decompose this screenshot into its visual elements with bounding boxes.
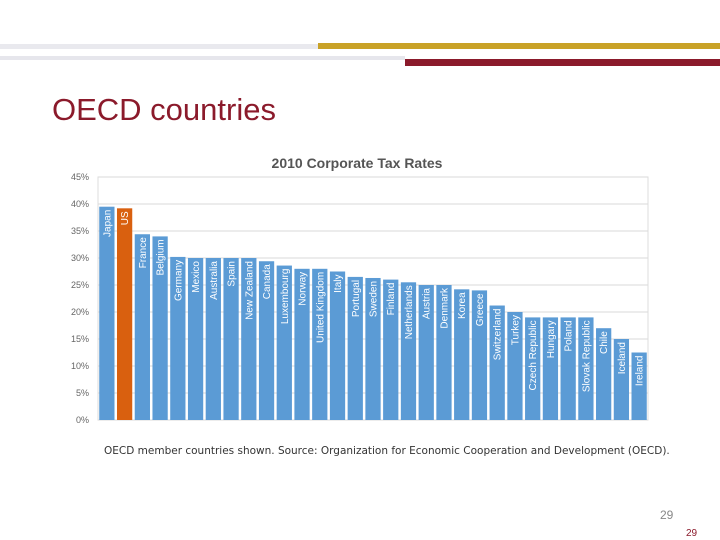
bar — [631, 352, 647, 420]
bar — [418, 285, 434, 420]
bar — [294, 268, 310, 420]
chart-title: 2010 Corporate Tax Rates — [272, 155, 443, 171]
slide-title: OECD countries — [52, 92, 276, 127]
bar-label: Iceland — [617, 342, 628, 374]
y-tick-label: 20% — [71, 307, 89, 317]
y-tick-label: 40% — [71, 199, 89, 209]
bar-label: Hungary — [546, 320, 557, 358]
bar-label: Slovak Republic — [581, 320, 592, 392]
bar — [525, 317, 541, 420]
bar-label: Norway — [298, 272, 309, 306]
bar-label: Turkey — [510, 315, 521, 345]
header-band-red — [405, 59, 720, 66]
bar-label: Portugal — [351, 280, 362, 317]
bar — [596, 328, 612, 420]
y-tick-label: 30% — [71, 253, 89, 263]
source-caption: OECD member countries shown. Source: Org… — [104, 445, 670, 457]
bar-label: Poland — [564, 320, 575, 351]
bar — [436, 285, 452, 420]
bar — [560, 317, 576, 420]
bar — [241, 258, 257, 420]
y-tick-label: 25% — [71, 280, 89, 290]
bar — [347, 276, 363, 420]
y-tick-label: 0% — [76, 415, 89, 425]
bar — [507, 312, 523, 420]
page-number: 29 — [660, 508, 674, 522]
bar — [276, 265, 292, 420]
y-axis-ticks: 45% 40% 35% 30% 25% 20% 15% 10% 5% 0% — [71, 172, 89, 425]
bar-label: Czech Republic — [528, 320, 539, 390]
bar-label: Greece — [475, 293, 486, 326]
page-number-footer: 29 — [686, 528, 698, 539]
bar — [116, 208, 133, 420]
bar — [400, 282, 417, 420]
bar-label: Spain — [227, 261, 238, 287]
bar-label: Germany — [173, 260, 184, 301]
header-band-grey-right — [0, 56, 405, 60]
bar — [613, 339, 630, 420]
bar-label: Sweden — [369, 281, 380, 317]
bar-label: US — [120, 211, 131, 225]
bar-label: Austria — [422, 288, 433, 320]
bar — [542, 317, 559, 420]
bar — [365, 277, 381, 420]
bar-label: Netherlands — [404, 285, 415, 339]
bar-label: Switzerland — [493, 309, 504, 361]
bar-label: United Kingdom — [315, 272, 326, 343]
bar — [223, 258, 239, 420]
bar-label: Belgium — [156, 239, 167, 275]
bar-label: Luxembourg — [280, 269, 291, 325]
y-tick-label: 45% — [71, 172, 89, 182]
bar-label: France — [138, 237, 149, 269]
header-band-gold — [318, 43, 720, 49]
bar — [489, 305, 505, 420]
bar — [99, 206, 115, 420]
y-tick-label: 10% — [71, 361, 89, 371]
bar-label: Finland — [386, 283, 397, 316]
bars — [99, 206, 647, 420]
bar-label: Australia — [209, 261, 220, 300]
y-tick-label: 35% — [71, 226, 89, 236]
bar-labels: Japan US France Belgium Germany Mexico Austral… — [102, 210, 645, 392]
bar — [152, 236, 168, 420]
bar-label: Ireland — [635, 356, 646, 387]
bar — [383, 279, 399, 420]
bar-label: Mexico — [191, 261, 202, 293]
bar-label: New Zealand — [244, 261, 255, 320]
bar — [205, 258, 221, 420]
bar-label: Japan — [102, 210, 113, 237]
bar-label: Chile — [599, 331, 610, 354]
bar-label: Canada — [262, 264, 273, 299]
y-tick-label: 15% — [71, 334, 89, 344]
bar-label: Korea — [457, 292, 468, 319]
bar — [329, 271, 346, 420]
y-tick-label: 5% — [76, 388, 89, 398]
bar — [312, 268, 328, 420]
header-band-grey-left — [0, 44, 318, 49]
bar — [170, 256, 186, 420]
bar-label: Italy — [333, 275, 344, 293]
bar — [471, 290, 488, 420]
bar — [578, 317, 594, 420]
bar — [134, 234, 150, 420]
bar — [258, 261, 275, 420]
bar-label: Denmark — [439, 287, 450, 329]
bar — [187, 258, 204, 420]
bar — [454, 289, 470, 420]
